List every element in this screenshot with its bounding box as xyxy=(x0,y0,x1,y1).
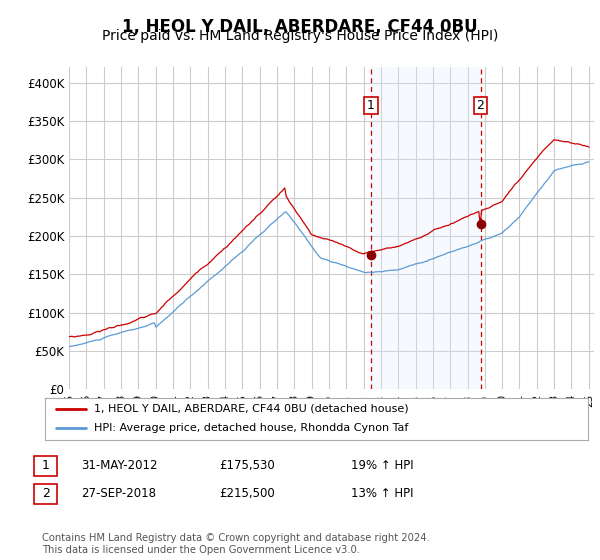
Text: Contains HM Land Registry data © Crown copyright and database right 2024.
This d: Contains HM Land Registry data © Crown c… xyxy=(42,533,430,555)
Text: 13% ↑ HPI: 13% ↑ HPI xyxy=(351,487,413,501)
Text: 2: 2 xyxy=(476,99,484,112)
Bar xyxy=(371,67,481,389)
Text: HPI: Average price, detached house, Rhondda Cynon Taf: HPI: Average price, detached house, Rhon… xyxy=(94,423,408,433)
Text: 27-SEP-2018: 27-SEP-2018 xyxy=(81,487,156,501)
Text: 1, HEOL Y DAIL, ABERDARE, CF44 0BU (detached house): 1, HEOL Y DAIL, ABERDARE, CF44 0BU (deta… xyxy=(94,404,409,414)
Text: 2: 2 xyxy=(41,487,50,501)
Text: 31-MAY-2012: 31-MAY-2012 xyxy=(81,459,157,473)
Text: 1: 1 xyxy=(367,99,375,112)
FancyBboxPatch shape xyxy=(364,97,378,114)
Text: 1: 1 xyxy=(41,459,50,473)
Text: £175,530: £175,530 xyxy=(219,459,275,473)
Text: Price paid vs. HM Land Registry's House Price Index (HPI): Price paid vs. HM Land Registry's House … xyxy=(102,29,498,43)
Text: £215,500: £215,500 xyxy=(219,487,275,501)
FancyBboxPatch shape xyxy=(473,97,487,114)
Text: 1, HEOL Y DAIL, ABERDARE, CF44 0BU: 1, HEOL Y DAIL, ABERDARE, CF44 0BU xyxy=(122,18,478,36)
Text: 19% ↑ HPI: 19% ↑ HPI xyxy=(351,459,413,473)
